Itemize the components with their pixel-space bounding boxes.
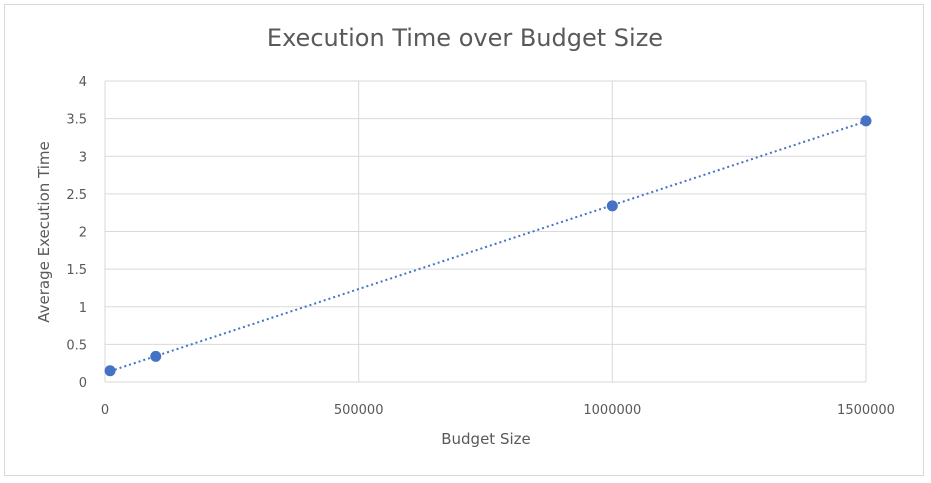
- x-axis-title: Budget Size: [441, 430, 531, 448]
- data-point: [150, 351, 161, 362]
- y-tick-label: 3.5: [66, 113, 87, 128]
- y-tick-label: 1.5: [66, 263, 87, 278]
- y-tick-label: 2.5: [66, 188, 87, 203]
- trendline: [110, 121, 866, 371]
- x-tick-label: 500000: [334, 403, 384, 418]
- x-tick-label: 1000000: [583, 403, 641, 418]
- data-points: [105, 115, 872, 376]
- y-tick-label: 0.5: [66, 338, 87, 353]
- y-axis-title: Average Execution Time: [35, 141, 53, 322]
- y-tick-label: 0: [79, 376, 87, 391]
- data-point: [861, 115, 872, 126]
- trendline-layer: [110, 121, 866, 371]
- data-point: [607, 200, 618, 211]
- x-tick-label: 1500000: [837, 403, 895, 418]
- x-axis-tick-labels: 0 500000 1000000 1500000: [101, 403, 895, 418]
- data-point: [105, 365, 116, 376]
- y-tick-label: 4: [79, 75, 87, 90]
- gridlines: [105, 81, 866, 382]
- y-axis-tick-labels: 0 0.5 1 1.5 2 2.5 3 3.5 4: [66, 75, 87, 391]
- y-tick-label: 3: [79, 150, 87, 165]
- chart-title: Execution Time over Budget Size: [267, 24, 663, 52]
- x-tick-label: 0: [101, 403, 109, 418]
- y-tick-label: 1: [79, 301, 87, 316]
- y-tick-label: 2: [79, 226, 87, 241]
